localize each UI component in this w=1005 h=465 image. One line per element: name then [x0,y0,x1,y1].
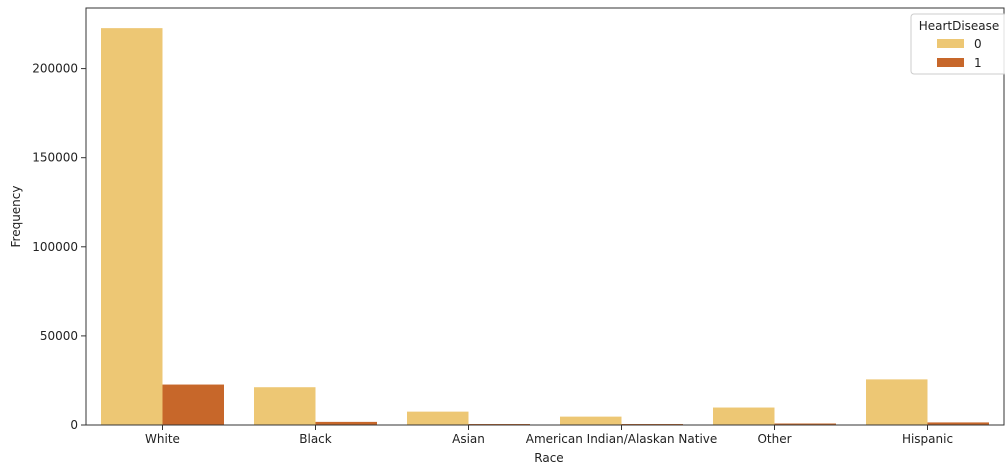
axes-frame [86,8,1004,425]
bar-series-0-hispanic [866,379,928,425]
x-tick-label: Black [299,432,332,446]
y-tick-label: 200000 [32,62,78,76]
legend-label-0: 0 [974,37,982,51]
y-axis: 0 50000 100000 150000 200000 [32,62,86,432]
bar-series-0-white [101,28,163,425]
y-tick-label: 150000 [32,151,78,165]
y-tick-label: 100000 [32,240,78,254]
legend-swatch-0 [937,39,964,48]
x-axis: White Black Asian American Indian/Alaskan N… [145,425,953,446]
legend-title: HeartDisease [919,19,1000,33]
plot-area [101,28,989,425]
x-tick-label: Asian [452,432,485,446]
legend: HeartDisease 0 1 [911,14,1005,74]
x-axis-title: Race [534,451,563,465]
bar-series-1-white [163,385,225,425]
legend-label-1: 1 [974,56,982,70]
bar-series-0-american-indian-alaskan-native [560,417,622,425]
y-tick-label: 50000 [40,329,78,343]
x-tick-label: Other [757,432,791,446]
bar-series-0-other [713,408,775,425]
legend-swatch-1 [937,58,964,67]
bar-series-0-asian [407,412,469,425]
y-axis-title: Frequency [9,186,23,248]
y-tick-label: 0 [70,418,78,432]
bar-series-0-black [254,387,316,425]
x-tick-label: American Indian/Alaskan Native [526,432,718,446]
x-tick-label: White [145,432,180,446]
x-tick-label: Hispanic [902,432,953,446]
